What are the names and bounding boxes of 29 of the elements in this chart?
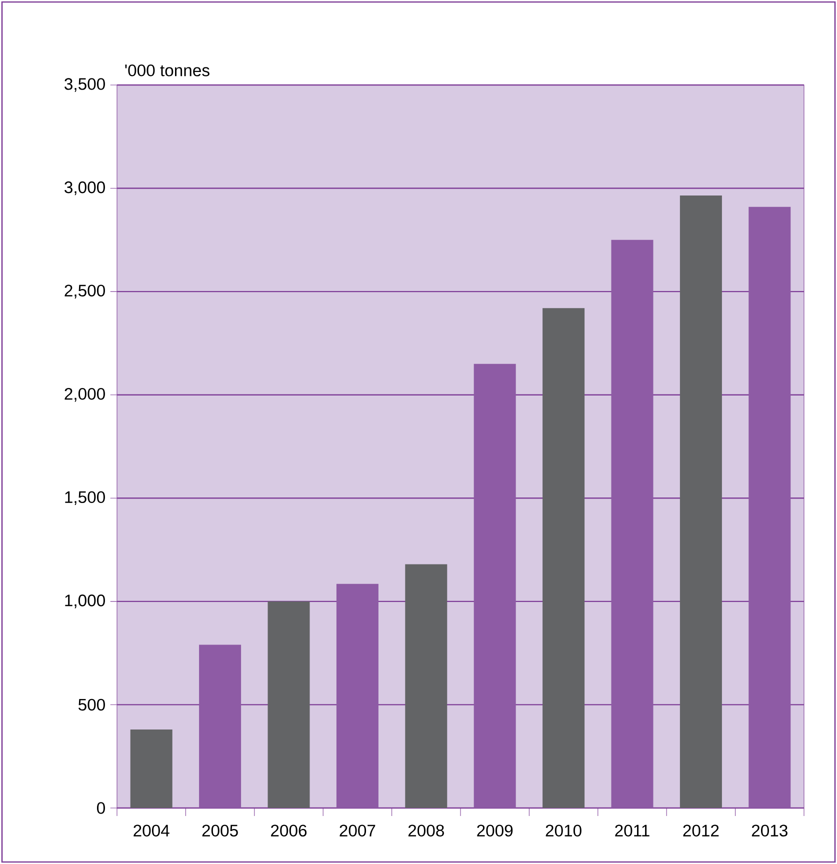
x-tick-label: 2006	[271, 824, 307, 837]
bar	[268, 601, 310, 808]
bar	[474, 364, 516, 808]
bar	[611, 240, 654, 808]
bar	[130, 730, 172, 808]
bar	[405, 564, 448, 808]
y-tick-label: 2,000	[64, 388, 105, 402]
x-tick-label: 2005	[202, 824, 238, 837]
y-axis-title: '000 tonnes	[125, 64, 210, 76]
y-tick-label: 3,000	[64, 181, 105, 196]
y-tick-label: 1,000	[65, 594, 105, 608]
x-tick-label: 2008	[408, 824, 444, 837]
bar	[336, 584, 378, 808]
x-tick-label: 2013	[752, 824, 788, 837]
y-tick-label: 3,500	[64, 78, 105, 92]
x-tick-label: 2012	[683, 824, 719, 837]
bar	[680, 196, 722, 808]
y-tick-label: 500	[78, 698, 105, 711]
x-tick-label: 2009	[477, 824, 513, 837]
x-tick-label: 2004	[134, 824, 170, 837]
x-tick-label: 2011	[615, 824, 650, 837]
y-tick-label: 2,500	[64, 284, 105, 298]
y-tick-label: 0	[97, 802, 105, 814]
bar	[542, 308, 585, 808]
bar	[199, 644, 242, 808]
y-tick-label: 1,500	[65, 491, 105, 506]
bar	[748, 206, 791, 808]
x-tick-label: 2010	[546, 824, 582, 837]
x-tick-label: 2007	[340, 824, 376, 837]
